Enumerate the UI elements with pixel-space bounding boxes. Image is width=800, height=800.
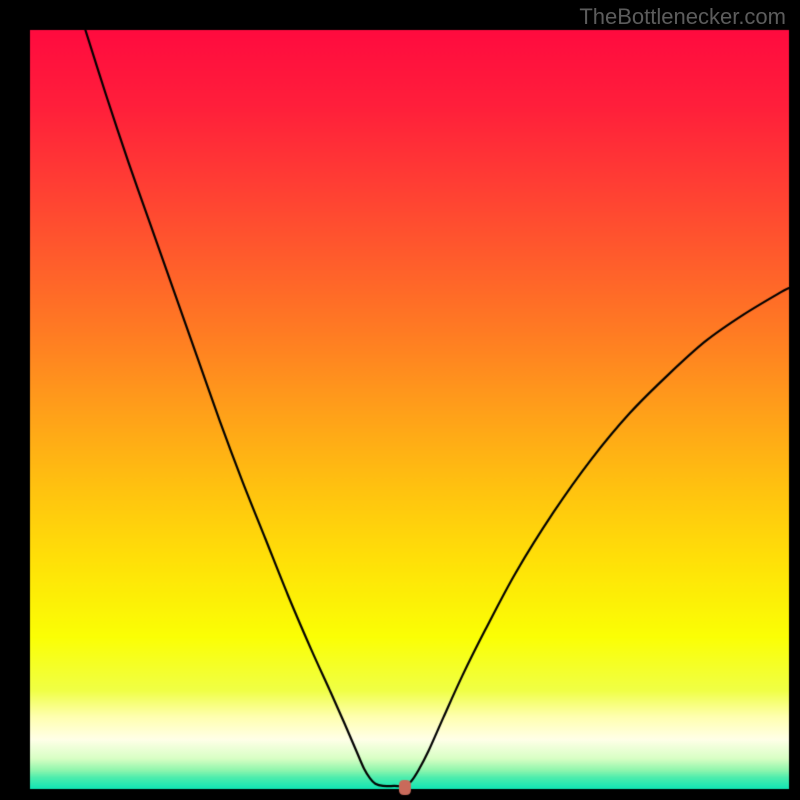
bottleneck-curve (0, 0, 800, 800)
watermark-text: TheBottlenecker.com (579, 4, 786, 30)
chart-stage: TheBottlenecker.com (0, 0, 800, 800)
